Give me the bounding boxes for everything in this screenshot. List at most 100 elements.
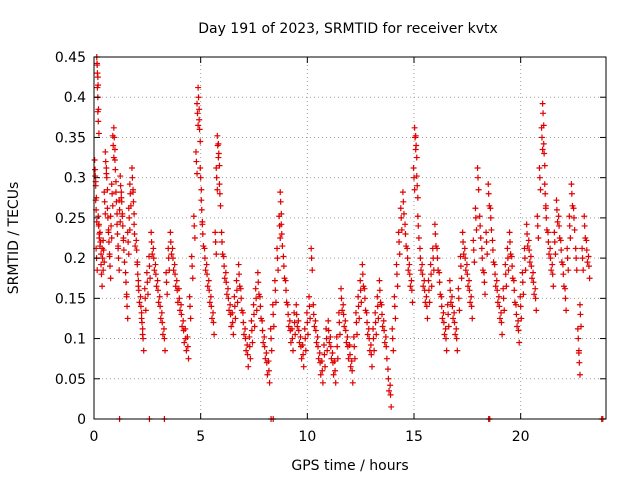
data-point [351, 343, 358, 350]
data-point [413, 142, 420, 149]
data-point [304, 331, 311, 338]
data-point [229, 319, 236, 326]
data-point [466, 277, 473, 284]
data-point [449, 303, 456, 310]
data-point [322, 363, 329, 370]
data-point [116, 206, 123, 213]
data-point [213, 165, 220, 172]
data-point [98, 251, 105, 258]
data-point [506, 229, 513, 236]
data-point [524, 230, 531, 237]
data-point [235, 261, 242, 268]
data-point [341, 323, 348, 330]
data-point [314, 333, 321, 340]
data-point [156, 293, 163, 300]
data-point [315, 355, 322, 362]
data-point [469, 315, 476, 322]
data-point [374, 293, 381, 300]
data-point [134, 261, 141, 268]
data-point [539, 134, 545, 141]
data-point [458, 275, 465, 282]
data-point [454, 347, 461, 354]
data-point [457, 253, 464, 260]
data-point [556, 222, 563, 229]
data-point [428, 271, 435, 278]
data-point [319, 367, 326, 374]
data-point [416, 245, 423, 252]
data-point [197, 138, 204, 145]
data-point [221, 263, 228, 270]
data-point [239, 309, 246, 316]
data-point [412, 132, 419, 139]
data-point [102, 158, 109, 165]
data-point [540, 122, 547, 129]
data-point [517, 303, 524, 310]
data-point [220, 253, 227, 260]
data-points [91, 54, 606, 422]
data-point [443, 347, 450, 354]
y-axis-label: SRMTID / TECUs [6, 182, 22, 295]
data-point [138, 309, 145, 316]
data-point [505, 267, 512, 274]
data-point [278, 230, 285, 237]
data-point [187, 315, 194, 322]
y-tick-label: 0.45 [55, 50, 86, 66]
data-point [265, 367, 272, 374]
data-point [102, 210, 109, 217]
data-point [236, 271, 243, 278]
data-point [423, 293, 430, 300]
data-point [277, 189, 284, 196]
data-point [540, 140, 547, 147]
data-point [230, 331, 237, 338]
data-point [256, 293, 263, 300]
data-point [513, 311, 520, 318]
data-point [463, 261, 470, 268]
data-point [265, 358, 272, 365]
data-point [376, 287, 383, 294]
data-point [462, 255, 469, 262]
data-point [107, 275, 114, 282]
data-point [212, 239, 219, 246]
data-point [348, 358, 355, 365]
data-point [383, 343, 390, 350]
data-point [394, 283, 401, 290]
data-point [272, 299, 279, 306]
data-point [455, 285, 462, 292]
data-point [379, 323, 386, 330]
data-point [483, 229, 490, 236]
data-point [388, 403, 395, 410]
data-point [485, 181, 492, 188]
data-point [372, 319, 379, 326]
data-point [358, 299, 365, 306]
data-point [549, 271, 556, 278]
data-point [567, 235, 574, 241]
data-point [553, 197, 560, 204]
data-point [242, 325, 249, 332]
data-point [240, 331, 247, 338]
data-point [108, 235, 115, 241]
data-point [134, 271, 141, 278]
data-point [100, 237, 107, 244]
data-point [400, 210, 407, 217]
data-point [119, 213, 126, 220]
data-point [288, 325, 295, 332]
data-point [425, 287, 432, 294]
data-point [300, 363, 307, 370]
data-point [442, 325, 449, 332]
data-point [408, 277, 415, 284]
data-point [204, 271, 211, 278]
data-point [286, 317, 293, 324]
data-point [178, 311, 185, 318]
data-point [126, 226, 133, 233]
data-point [451, 309, 458, 316]
data-point [142, 307, 149, 314]
data-point [101, 198, 108, 205]
data-point [278, 210, 285, 217]
data-point [100, 247, 107, 254]
data-point [268, 335, 275, 342]
data-point [198, 186, 205, 193]
data-point [467, 299, 474, 306]
data-point [494, 287, 501, 294]
data-point [464, 271, 471, 278]
data-point [402, 221, 409, 228]
